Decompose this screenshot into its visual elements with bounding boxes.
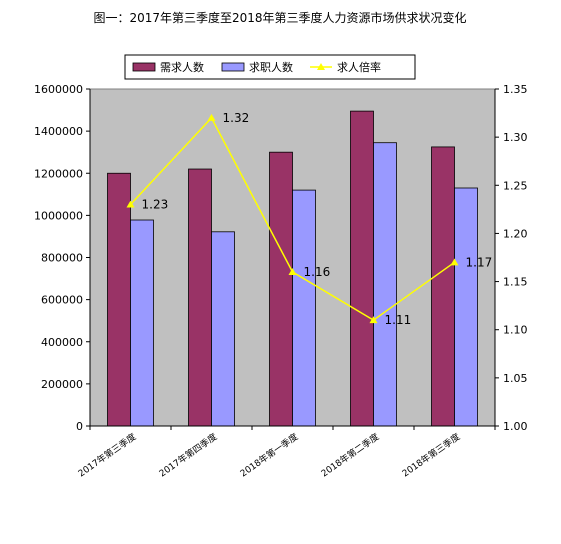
bar-demand — [107, 172, 131, 427]
legend-box — [124, 54, 416, 80]
right-tick-label: 1.10 — [503, 324, 528, 337]
right-tick-label: 1.00 — [503, 420, 528, 433]
x-axis: 2017年第三季度 2017年第四季度 2018年第一季度 2018年第二季度 2018… — [76, 425, 496, 480]
ratio-data-label: 1.17 — [466, 255, 493, 269]
bar-supply — [211, 231, 235, 427]
x-tick-label: 2018年第三季度 — [400, 431, 463, 480]
x-tick-label: 2017年第三季度 — [76, 431, 139, 480]
bar-supply — [292, 189, 316, 427]
chart-title: 图一：2017年第三季度至2018年第三季度人力资源市场供求状况变化 — [93, 10, 466, 25]
x-tick-label: 2018年第二季度 — [319, 431, 382, 480]
left-tick-label: 1600000 — [34, 83, 83, 96]
ratio-point-marker — [207, 113, 216, 121]
bar-supply — [373, 142, 397, 427]
left-tick-label: 1400000 — [34, 125, 83, 138]
ratio-line: 1.23 1.32 1.16 1.11 1.17 — [126, 111, 493, 327]
ratio-data-label: 1.32 — [223, 111, 250, 125]
right-tick-label: 1.15 — [503, 276, 528, 289]
legend-label-ratio: 求人倍率 — [337, 60, 381, 74]
left-tick-label: 0 — [76, 420, 83, 433]
legend-label-demand: 需求人数 — [160, 61, 204, 74]
ratio-point-marker — [369, 316, 378, 324]
bar-demand — [431, 146, 455, 427]
legend-swatch-demand — [132, 62, 156, 72]
left-tick-label: 800000 — [41, 252, 83, 265]
left-tick-label: 600000 — [41, 294, 83, 307]
bars — [107, 110, 478, 427]
ratio-data-label: 1.11 — [385, 313, 412, 327]
bar-demand — [269, 151, 293, 427]
ratio-point-marker — [450, 258, 459, 266]
left-tick-label: 200000 — [41, 378, 83, 391]
left-tick-label: 1200000 — [34, 167, 83, 180]
ratio-data-label: 1.16 — [304, 265, 331, 279]
bar-demand — [350, 110, 374, 427]
bar-supply — [454, 187, 478, 427]
left-axis: 0 200000 400000 600000 800000 1000000 1200000 1… — [34, 83, 91, 433]
left-tick-label: 400000 — [41, 336, 83, 349]
x-tick-label: 2017年第四季度 — [157, 431, 220, 480]
ratio-point-marker — [288, 267, 297, 275]
legend-label-supply: 求职人数 — [249, 61, 293, 74]
right-tick-label: 1.30 — [503, 131, 528, 144]
bar-supply — [130, 219, 154, 427]
x-tick-label: 2018年第一季度 — [238, 431, 301, 480]
right-tick-label: 1.05 — [503, 372, 528, 385]
ratio-data-label: 1.23 — [142, 198, 169, 212]
right-tick-label: 1.20 — [503, 227, 528, 240]
bar-demand — [188, 168, 212, 427]
right-axis: 1.00 1.05 1.10 1.15 1.20 1.25 1.30 1.35 — [494, 83, 528, 433]
ratio-point-marker — [126, 200, 135, 208]
left-tick-label: 1000000 — [34, 209, 83, 222]
legend: 需求人数 求职人数 求人倍率 — [124, 54, 416, 80]
legend-swatch-ratio-marker — [317, 63, 325, 70]
right-tick-label: 1.35 — [503, 83, 528, 96]
right-tick-label: 1.25 — [503, 179, 528, 192]
legend-swatch-supply — [221, 62, 245, 72]
